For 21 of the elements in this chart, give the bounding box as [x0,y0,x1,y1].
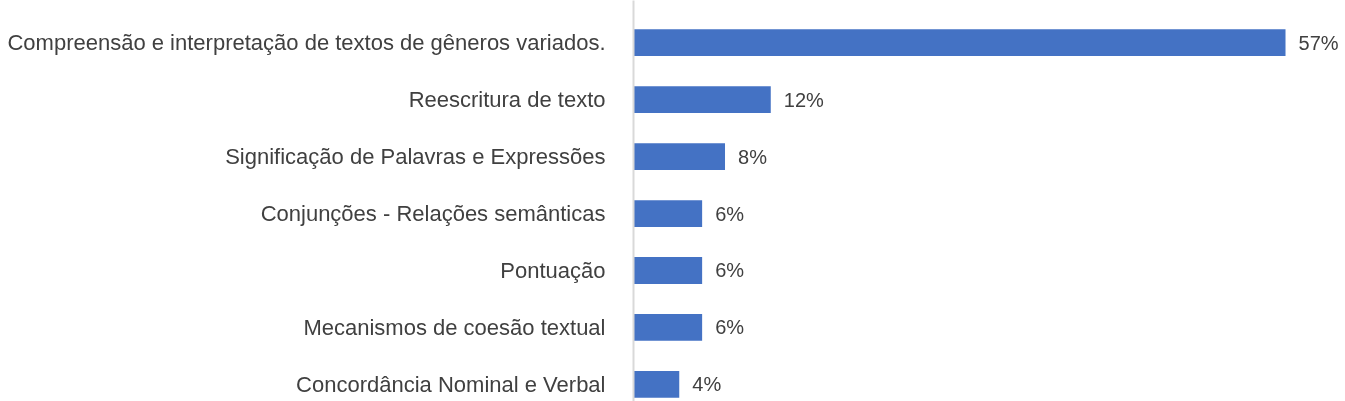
y-tick-label: Significação de Palavras e Expressões [225,144,606,170]
data-label: 6% [715,202,745,225]
bar [633,371,680,398]
y-tick-label: Pontuação [500,257,606,283]
data-label: 12% [783,88,825,111]
bar [633,314,703,341]
data-label: 6% [715,259,745,282]
y-tick-label: Reescritura de texto [408,87,606,113]
data-label: 57% [1298,31,1339,54]
data-label: 6% [715,316,745,339]
bar [633,29,1286,57]
bar [633,143,726,170]
y-tick-label: Mecanismos de coesão textual [303,314,606,340]
data-label: 4% [692,373,722,396]
y-tick-label: Compreensão e interpretação de textos de gêneros variados. [7,30,606,56]
bar [633,200,703,227]
y-tick-label: Conjunções - Relações semânticas [260,201,606,227]
data-label: 8% [738,145,768,168]
y-tick-label: Concordância Nominal e Verbal [296,371,606,397]
bar [633,86,771,113]
bar [633,257,703,284]
